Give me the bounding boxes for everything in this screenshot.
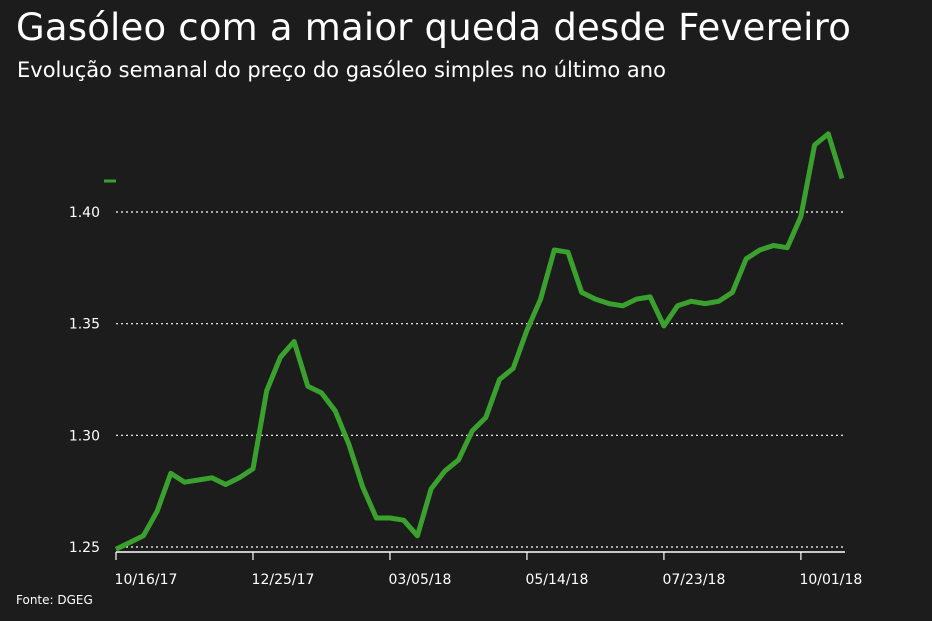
y-tick-label: 1.35 bbox=[69, 317, 100, 333]
x-tick-label: 05/14/18 bbox=[525, 572, 588, 588]
x-axis: 10/16/17 12/25/17 03/05/18 05/14/18 07/23/18… bbox=[115, 551, 862, 588]
y-axis: 1.25 1.30 1.35 1.40 bbox=[69, 205, 100, 556]
series-layer bbox=[104, 131, 845, 552]
chart-subtitle: Evolução semanal do preço do gasóleo sim… bbox=[17, 58, 666, 82]
source-note: Fonte: DGEG bbox=[16, 593, 93, 607]
y-tick-label: 1.30 bbox=[69, 428, 100, 444]
chart-title: Gasóleo com a maior queda desde Fevereir… bbox=[16, 6, 852, 49]
gridlines bbox=[116, 211, 845, 548]
x-tick-label: 03/05/18 bbox=[389, 572, 452, 588]
y-tick-label: 1.40 bbox=[69, 205, 100, 221]
x-tick-label: 10/16/17 bbox=[115, 572, 178, 588]
price-line bbox=[114, 131, 845, 552]
x-tick-label: 07/23/18 bbox=[662, 572, 725, 588]
y-tick-label: 1.25 bbox=[69, 540, 100, 556]
x-tick-label: 10/01/18 bbox=[799, 572, 862, 588]
x-tick-label: 12/25/17 bbox=[252, 572, 315, 588]
